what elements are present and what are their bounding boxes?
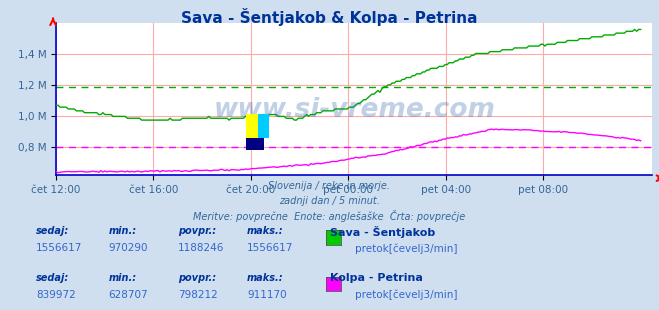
Text: Sava - Šentjakob: Sava - Šentjakob	[330, 226, 435, 238]
Text: Slovenija / reke in morje.: Slovenija / reke in morje.	[268, 181, 391, 191]
Text: Kolpa - Petrina: Kolpa - Petrina	[330, 273, 422, 283]
Text: 970290: 970290	[109, 243, 148, 253]
Text: maks.:: maks.:	[247, 273, 284, 283]
Text: Sava - Šentjakob & Kolpa - Petrina: Sava - Šentjakob & Kolpa - Petrina	[181, 8, 478, 26]
Text: sedaj:: sedaj:	[36, 273, 69, 283]
Text: sedaj:: sedaj:	[36, 226, 69, 236]
Text: min.:: min.:	[109, 226, 137, 236]
Bar	[246, 114, 258, 138]
Text: maks.:: maks.:	[247, 226, 284, 236]
Text: povpr.:: povpr.:	[178, 273, 216, 283]
Text: zadnji dan / 5 minut.: zadnji dan / 5 minut.	[279, 196, 380, 206]
Text: min.:: min.:	[109, 273, 137, 283]
Text: pretok[čevelj3/min]: pretok[čevelj3/min]	[355, 243, 457, 254]
Text: povpr.:: povpr.:	[178, 226, 216, 236]
Text: pretok[čevelj3/min]: pretok[čevelj3/min]	[355, 290, 457, 300]
Text: 798212: 798212	[178, 290, 217, 300]
Text: 1556617: 1556617	[247, 243, 293, 253]
Text: 911170: 911170	[247, 290, 287, 300]
Bar	[258, 114, 270, 138]
Bar	[246, 138, 264, 150]
Text: 1188246: 1188246	[178, 243, 224, 253]
Text: Meritve: povprečne  Enote: anglešaške  Črta: povprečje: Meritve: povprečne Enote: anglešaške Črt…	[193, 210, 466, 222]
Text: 628707: 628707	[109, 290, 148, 300]
Text: 839972: 839972	[36, 290, 76, 300]
Text: www.si-vreme.com: www.si-vreme.com	[214, 97, 495, 123]
Text: 1556617: 1556617	[36, 243, 82, 253]
